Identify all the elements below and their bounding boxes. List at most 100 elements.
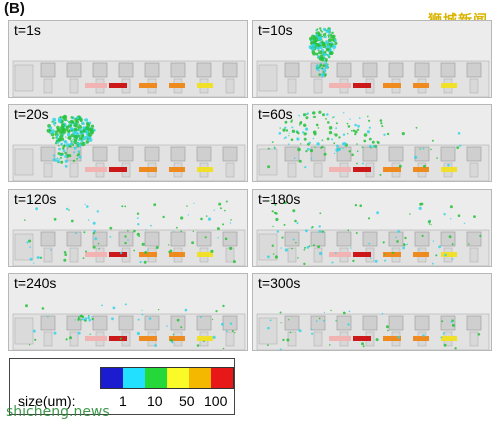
particle: [303, 249, 306, 251]
particle: [305, 127, 309, 131]
particle: [355, 232, 358, 234]
particle: [92, 221, 96, 225]
particle: [46, 129, 49, 132]
particle: [267, 165, 271, 169]
particle: [428, 223, 431, 225]
particle: [172, 333, 175, 336]
particle: [436, 157, 438, 159]
particle: [191, 241, 195, 245]
particle: [314, 132, 316, 134]
particle: [402, 246, 405, 250]
particle: [60, 160, 64, 164]
particle: [279, 311, 282, 314]
particle: [305, 150, 308, 153]
particle: [343, 112, 345, 114]
particle: [56, 157, 59, 160]
particle: [327, 63, 329, 65]
particle: [69, 336, 72, 340]
particle: [451, 323, 455, 327]
color-scale: [100, 367, 234, 389]
particle: [162, 215, 165, 219]
particle: [70, 120, 75, 124]
particle: [284, 136, 287, 139]
particle: [432, 262, 434, 265]
heater-zone: [109, 167, 127, 172]
particle: [141, 309, 143, 311]
particle: [358, 117, 361, 119]
particle: [229, 222, 232, 224]
legend-tick: 10: [147, 393, 163, 409]
particle: [311, 50, 316, 54]
time-label: t=120s: [14, 191, 57, 207]
particle: [53, 217, 57, 221]
particle: [112, 306, 116, 310]
particle: [29, 257, 33, 261]
particle: [320, 146, 323, 149]
particle: [368, 119, 371, 122]
particle: [82, 257, 85, 259]
particle: [124, 235, 127, 238]
particle: [71, 139, 74, 141]
particle: [70, 127, 73, 130]
particle: [322, 319, 325, 322]
particle: [74, 131, 79, 136]
particle: [315, 52, 319, 56]
equipment-block: [118, 62, 134, 78]
time-label: t=10s: [258, 22, 293, 38]
particle: [318, 317, 321, 320]
heater-zone: [169, 252, 185, 257]
particle: [62, 154, 65, 156]
particle: [127, 239, 129, 241]
equipment-block: [170, 315, 186, 331]
particle: [282, 338, 285, 342]
particle: [348, 310, 351, 312]
particle: [60, 156, 62, 159]
equipment-block: [388, 315, 404, 331]
snapshot-panel-1: t=1s: [8, 20, 248, 98]
particle: [361, 146, 364, 148]
particle: [75, 120, 79, 124]
particle: [270, 199, 272, 202]
particle: [97, 242, 100, 245]
particle: [186, 205, 188, 207]
equipment-block: [414, 315, 430, 331]
particle: [362, 162, 364, 165]
particle: [318, 110, 322, 114]
particle: [356, 143, 358, 145]
particle: [288, 319, 290, 321]
particle: [64, 164, 68, 168]
particle: [312, 40, 317, 45]
particle: [317, 44, 321, 48]
particle: [84, 203, 86, 205]
particle: [72, 159, 76, 163]
particle: [65, 136, 67, 138]
particle: [56, 125, 60, 130]
simulation-scene: [256, 309, 490, 350]
particle: [334, 152, 336, 155]
particle: [229, 322, 233, 325]
snapshot-panel-4: t=60s: [252, 104, 492, 182]
legend-tick: 100: [204, 393, 228, 409]
particle: [109, 236, 112, 238]
particle: [52, 117, 57, 122]
particle: [92, 232, 96, 235]
heater-zone: [329, 83, 351, 88]
particle: [468, 243, 470, 245]
particle: [449, 205, 453, 209]
heater-zone: [197, 336, 213, 341]
particle: [329, 344, 331, 346]
particle: [318, 230, 322, 233]
heater-zone: [85, 167, 107, 172]
particle: [342, 133, 346, 136]
particle: [73, 151, 76, 154]
particle: [342, 142, 345, 146]
particle: [328, 32, 331, 35]
particle: [309, 39, 312, 41]
particle: [356, 162, 358, 165]
particle: [431, 139, 434, 142]
equipment-base: [313, 78, 323, 94]
particle: [85, 140, 90, 144]
particle: [287, 143, 290, 145]
heater-zone: [85, 336, 107, 341]
particle: [291, 247, 293, 250]
